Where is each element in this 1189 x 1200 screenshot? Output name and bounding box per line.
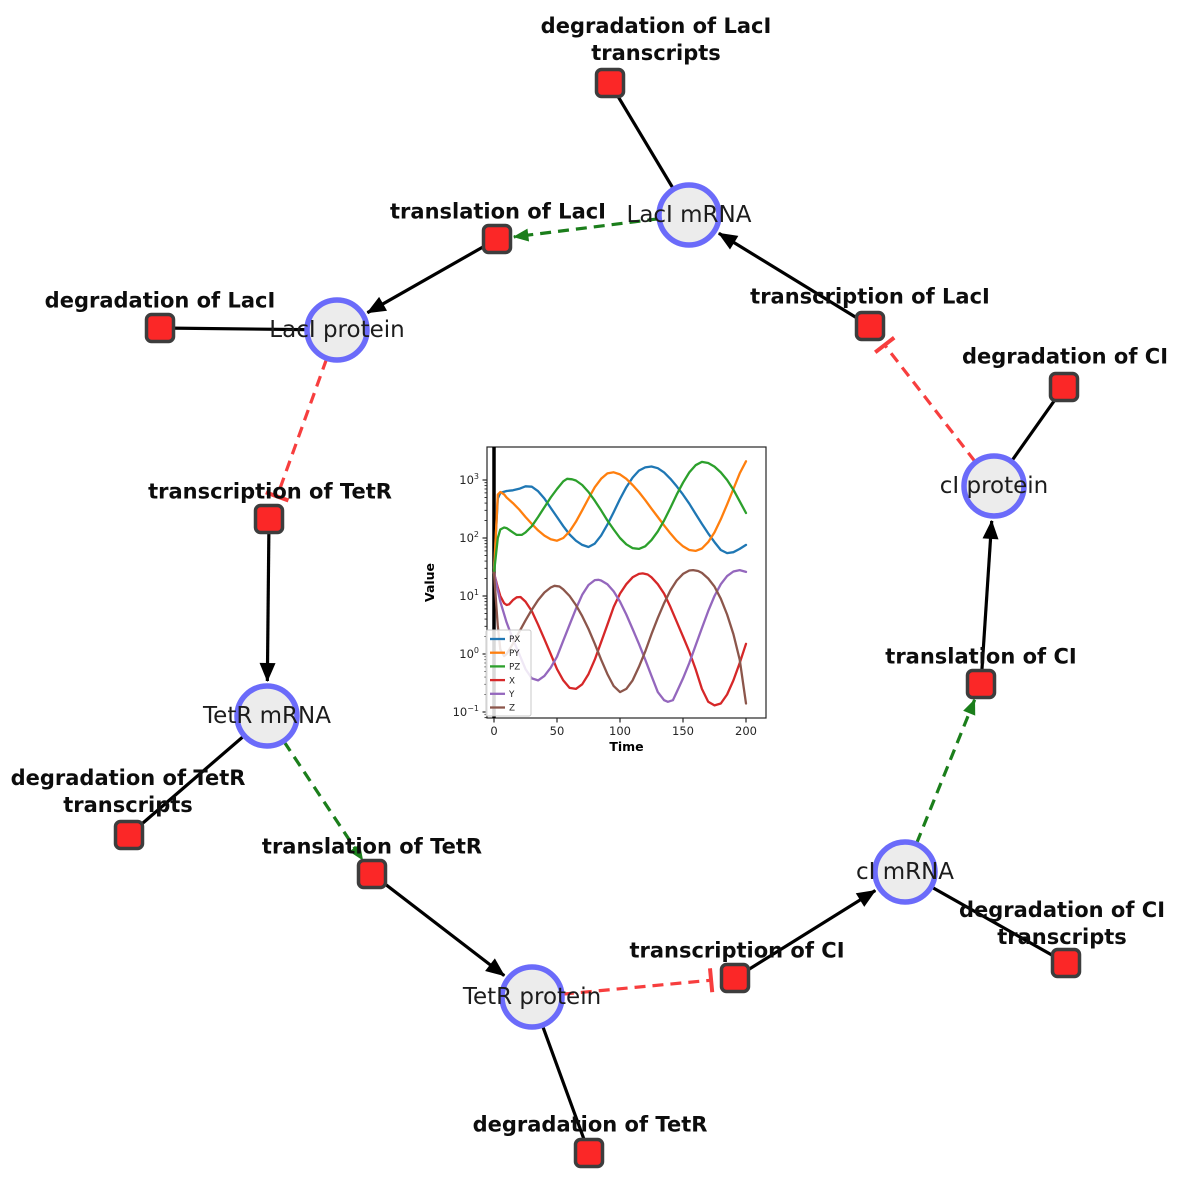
edge-catalysis-ci_mrna-to-transl_ci <box>915 698 977 844</box>
series-line-PY <box>492 460 748 575</box>
series-line-X <box>492 571 748 707</box>
legend-label-Z: Z <box>509 704 515 714</box>
series-line-PX <box>492 465 748 570</box>
reaction-node-deg_laci[interactable] <box>144 312 176 344</box>
edge-production-transcr_ci-to-ci_mrna <box>734 889 877 980</box>
y-tick-label: 10−1 <box>453 704 479 719</box>
reaction-node-transcr_ci[interactable] <box>719 962 751 994</box>
reaction-node-transcr_tetr[interactable] <box>253 503 285 535</box>
x-tick-label: 100 <box>609 724 631 738</box>
edge-production-transl_tetr-to-tetr_protein <box>371 872 506 977</box>
edge-catalysis-laci_mrna-to-transl_laci <box>512 217 659 242</box>
reaction-node-deg_laci_tx[interactable] <box>594 67 626 99</box>
legend-label-PX: PX <box>509 635 520 645</box>
edge-inhibition-tetr_protein-to-transcr_ci <box>562 968 715 996</box>
edge-production-transcr_tetr-to-tetr_mrna <box>259 518 276 683</box>
x-tick-label: 50 <box>550 724 565 738</box>
edge-inhibition-ci_protein-to-transcr_laci <box>873 336 977 463</box>
x-tick-label: 150 <box>672 724 694 738</box>
edge-inhibition-laci_protein-to-transcr_tetr <box>265 358 329 503</box>
y-tick-label: 100 <box>459 646 479 661</box>
reaction-node-deg_tetr_tx[interactable] <box>113 819 145 851</box>
reaction-node-deg_ci[interactable] <box>1048 371 1080 403</box>
species-node-ci_mrna[interactable] <box>872 839 938 905</box>
series-layer <box>492 460 748 707</box>
edge-catalysis-tetr_mrna-to-transl_tetr <box>282 740 364 861</box>
series-line-Z <box>492 568 748 705</box>
reaction-node-deg_tetr[interactable] <box>573 1137 605 1169</box>
y-tick-label: 101 <box>459 588 479 603</box>
edge-production-transl_laci-to-laci_protein <box>366 237 498 315</box>
series-line-Y <box>492 568 748 703</box>
edge-layer <box>127 82 1067 1154</box>
legend-label-PZ: PZ <box>509 663 520 673</box>
node-layer <box>113 67 1082 1169</box>
species-node-tetr_protein[interactable] <box>499 964 565 1030</box>
edge-production-transcr_laci-to-laci_mrna <box>717 231 871 328</box>
x-tick-label: 0 <box>490 724 497 738</box>
species-node-laci_mrna[interactable] <box>656 182 722 248</box>
x-axis-title: Time <box>609 739 643 754</box>
legend-label-X: X <box>509 676 515 686</box>
x-axis: 0 50 100 150 200 <box>490 718 757 738</box>
chart-frame <box>486 446 767 719</box>
legend-label-Y: Y <box>508 690 515 700</box>
legend-label-PY: PY <box>509 649 520 659</box>
species-node-laci_protein[interactable] <box>304 297 370 363</box>
edge-production-transl_ci-to-ci_protein <box>979 519 999 685</box>
reaction-node-transcr_laci[interactable] <box>854 310 886 342</box>
series-line-PZ <box>492 460 748 575</box>
chart-legend: PX PY PZ XYZ <box>485 629 532 717</box>
y-axis-title: Value <box>424 563 437 602</box>
reaction-node-transl_tetr[interactable] <box>356 858 388 890</box>
y-tick-label: 103 <box>459 472 479 487</box>
reaction-node-deg_ci_tx[interactable] <box>1050 947 1082 979</box>
y-axis: 103 102 101 100 10−1 <box>453 472 487 719</box>
species-node-ci_protein[interactable] <box>961 453 1027 519</box>
reaction-node-transl_ci[interactable] <box>965 668 997 700</box>
y-tick-label: 102 <box>459 530 479 545</box>
species-node-tetr_mrna[interactable] <box>234 683 300 749</box>
reaction-node-transl_laci[interactable] <box>481 223 513 255</box>
x-tick-label: 200 <box>735 724 757 738</box>
